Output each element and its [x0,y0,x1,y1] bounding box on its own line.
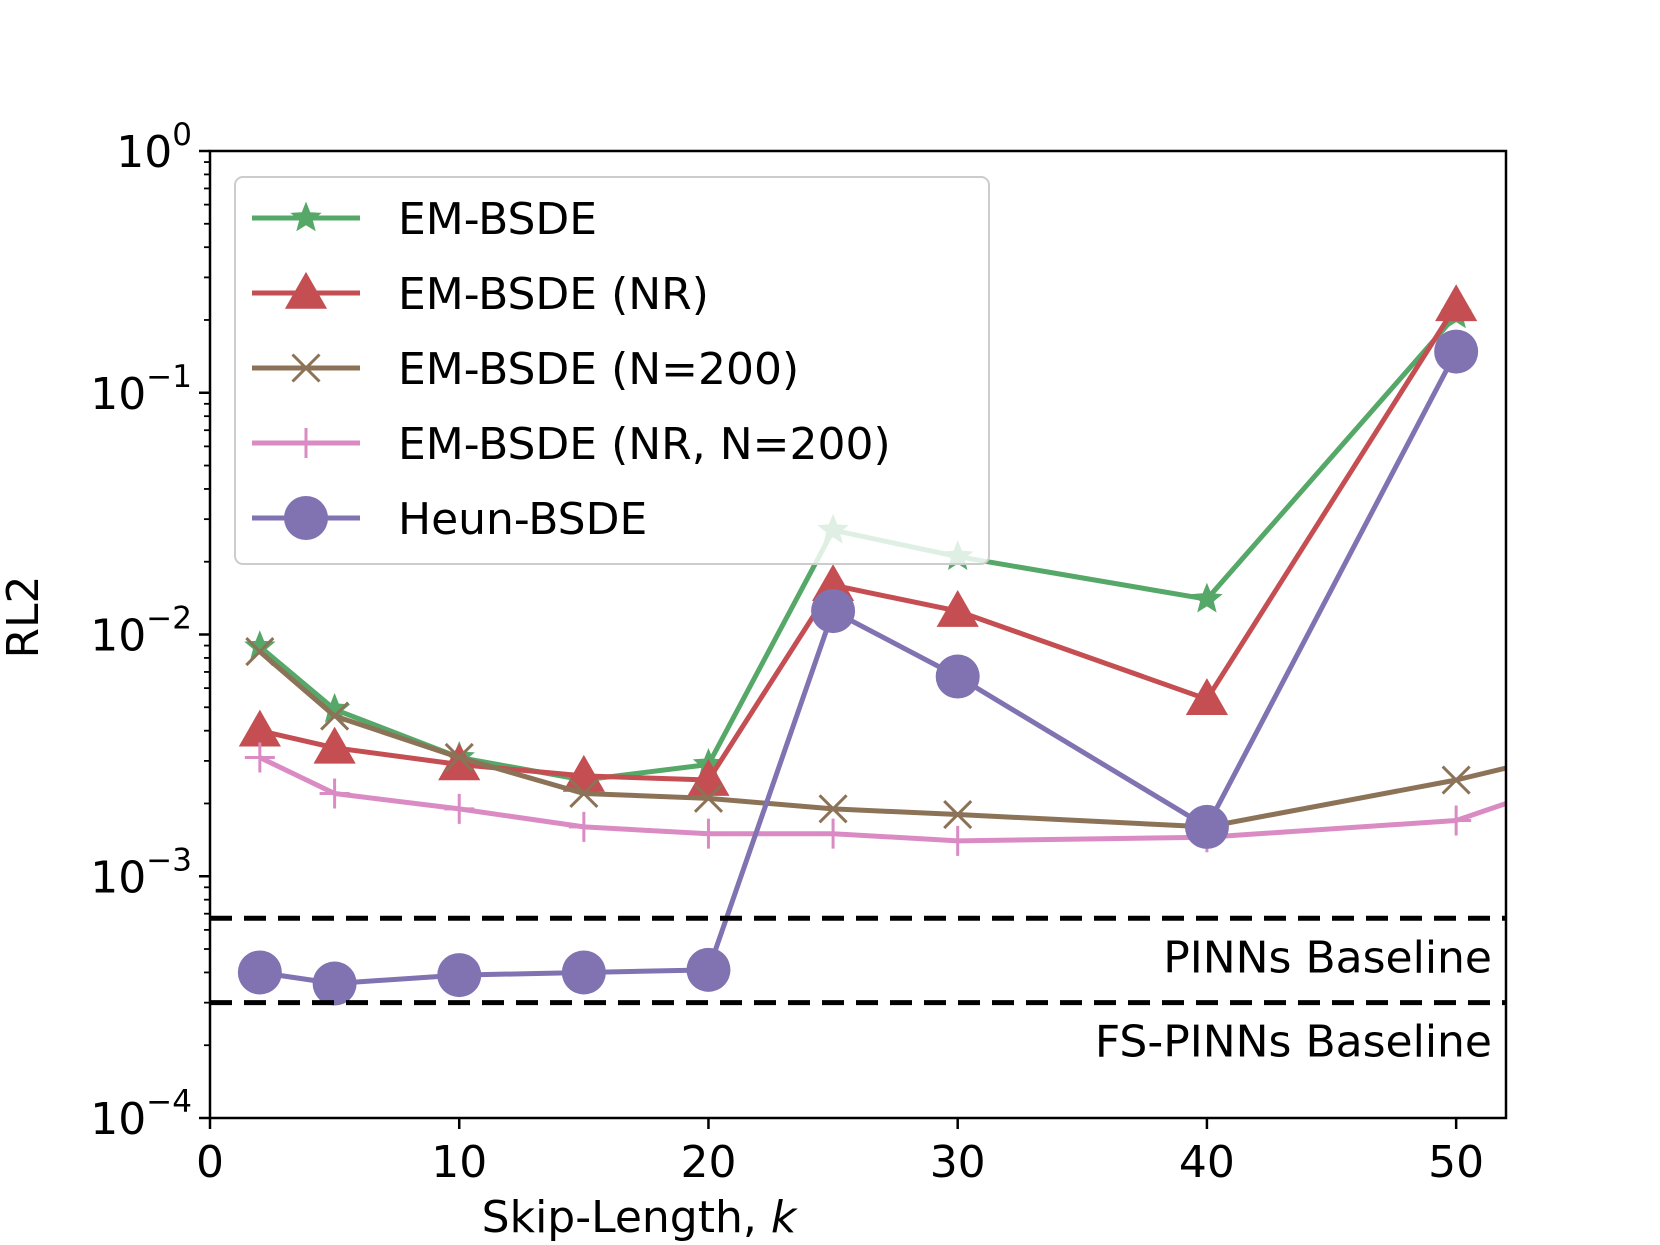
data-point [312,961,357,1006]
y-tick-label: 10−2 [90,601,192,662]
x-tick-label: 10 [431,1137,487,1188]
x-tick-label: 50 [1428,1137,1484,1188]
data-point [1441,765,1471,795]
data-point [244,630,276,661]
y-tick-label: 10−4 [90,1084,192,1145]
data-point [935,654,980,699]
data-point [1434,329,1479,374]
data-point [1441,805,1472,836]
series-line [258,649,1506,830]
data-point [568,811,599,842]
data-point [561,950,606,995]
legend-entry: EM-BSDE [252,194,597,245]
series-2 [238,284,1478,796]
series-5 [237,329,1479,1006]
data-point [1184,804,1229,849]
legend-marker [291,428,321,458]
data-point [244,742,275,773]
data-point [238,709,281,747]
legend: EM-BSDE EM-BSDE (NR) EM-BSDE (N=200) EM-BSD… [234,176,990,565]
data-point [693,783,724,813]
plot-area [237,284,1506,1006]
legend-entry: Heun-BSDE [252,494,647,545]
data-point [693,818,724,849]
data-point [569,778,599,809]
data-point [1435,284,1478,322]
data-point [818,818,849,849]
legend-label: EM-BSDE (N=200) [398,344,799,395]
data-point [318,692,351,723]
legend-label: Heun-BSDE [398,494,647,545]
y-tick-label: 10−3 [90,842,192,903]
x-tick-label: 20 [680,1137,736,1188]
data-point [686,947,731,992]
data-point [237,950,282,995]
data-point [319,778,350,809]
y-tick-label: 100 [116,117,192,178]
legend-marker [290,201,322,232]
baselines: PINNs Baseline FS-PINNs Baseline [210,915,1506,1068]
x-tick-label: 0 [196,1137,224,1188]
data-point [811,564,855,601]
legend-entry: EM-BSDE (N=200) [252,344,799,395]
baseline-label: PINNs Baseline [1163,932,1492,983]
series-3 [245,637,1506,842]
legend-entry: EM-BSDE (NR, N=200) [252,419,891,470]
x-axis-label: Skip-Length, k [482,1192,798,1243]
data-point [437,953,482,998]
data-point [444,742,474,773]
legend-marker [284,271,328,309]
data-point [1185,678,1229,716]
data-point [936,589,979,627]
legend-marker [291,353,321,383]
data-point [444,793,475,824]
data-point [245,637,275,667]
y-tick-label: 10−1 [90,359,192,420]
data-point [320,701,350,731]
axes: 0 10 20 30 40 50 100 10−1 10−2 10−3 10−4 [90,117,1508,1188]
legend-label: EM-BSDE (NR) [398,269,709,320]
legend-label: EM-BSDE (NR, N=200) [398,419,891,470]
x-tick-label: 30 [930,1137,986,1188]
series-4 [244,742,1506,856]
data-point [811,589,856,634]
baseline-label: FS-PINNs Baseline [1095,1017,1492,1068]
data-point [438,743,481,781]
legend-marker [284,496,328,540]
legend-entry: EM-BSDE (NR) [252,269,709,320]
data-point [942,825,973,856]
legend-box [234,176,990,565]
y-axis-label: RL2 [0,575,49,658]
data-point [1191,582,1223,613]
data-point [943,799,973,830]
data-point [313,726,356,764]
x-tick-label: 40 [1179,1137,1235,1188]
series-line [258,755,1506,844]
legend-label: EM-BSDE [398,194,597,245]
data-point [818,794,848,824]
